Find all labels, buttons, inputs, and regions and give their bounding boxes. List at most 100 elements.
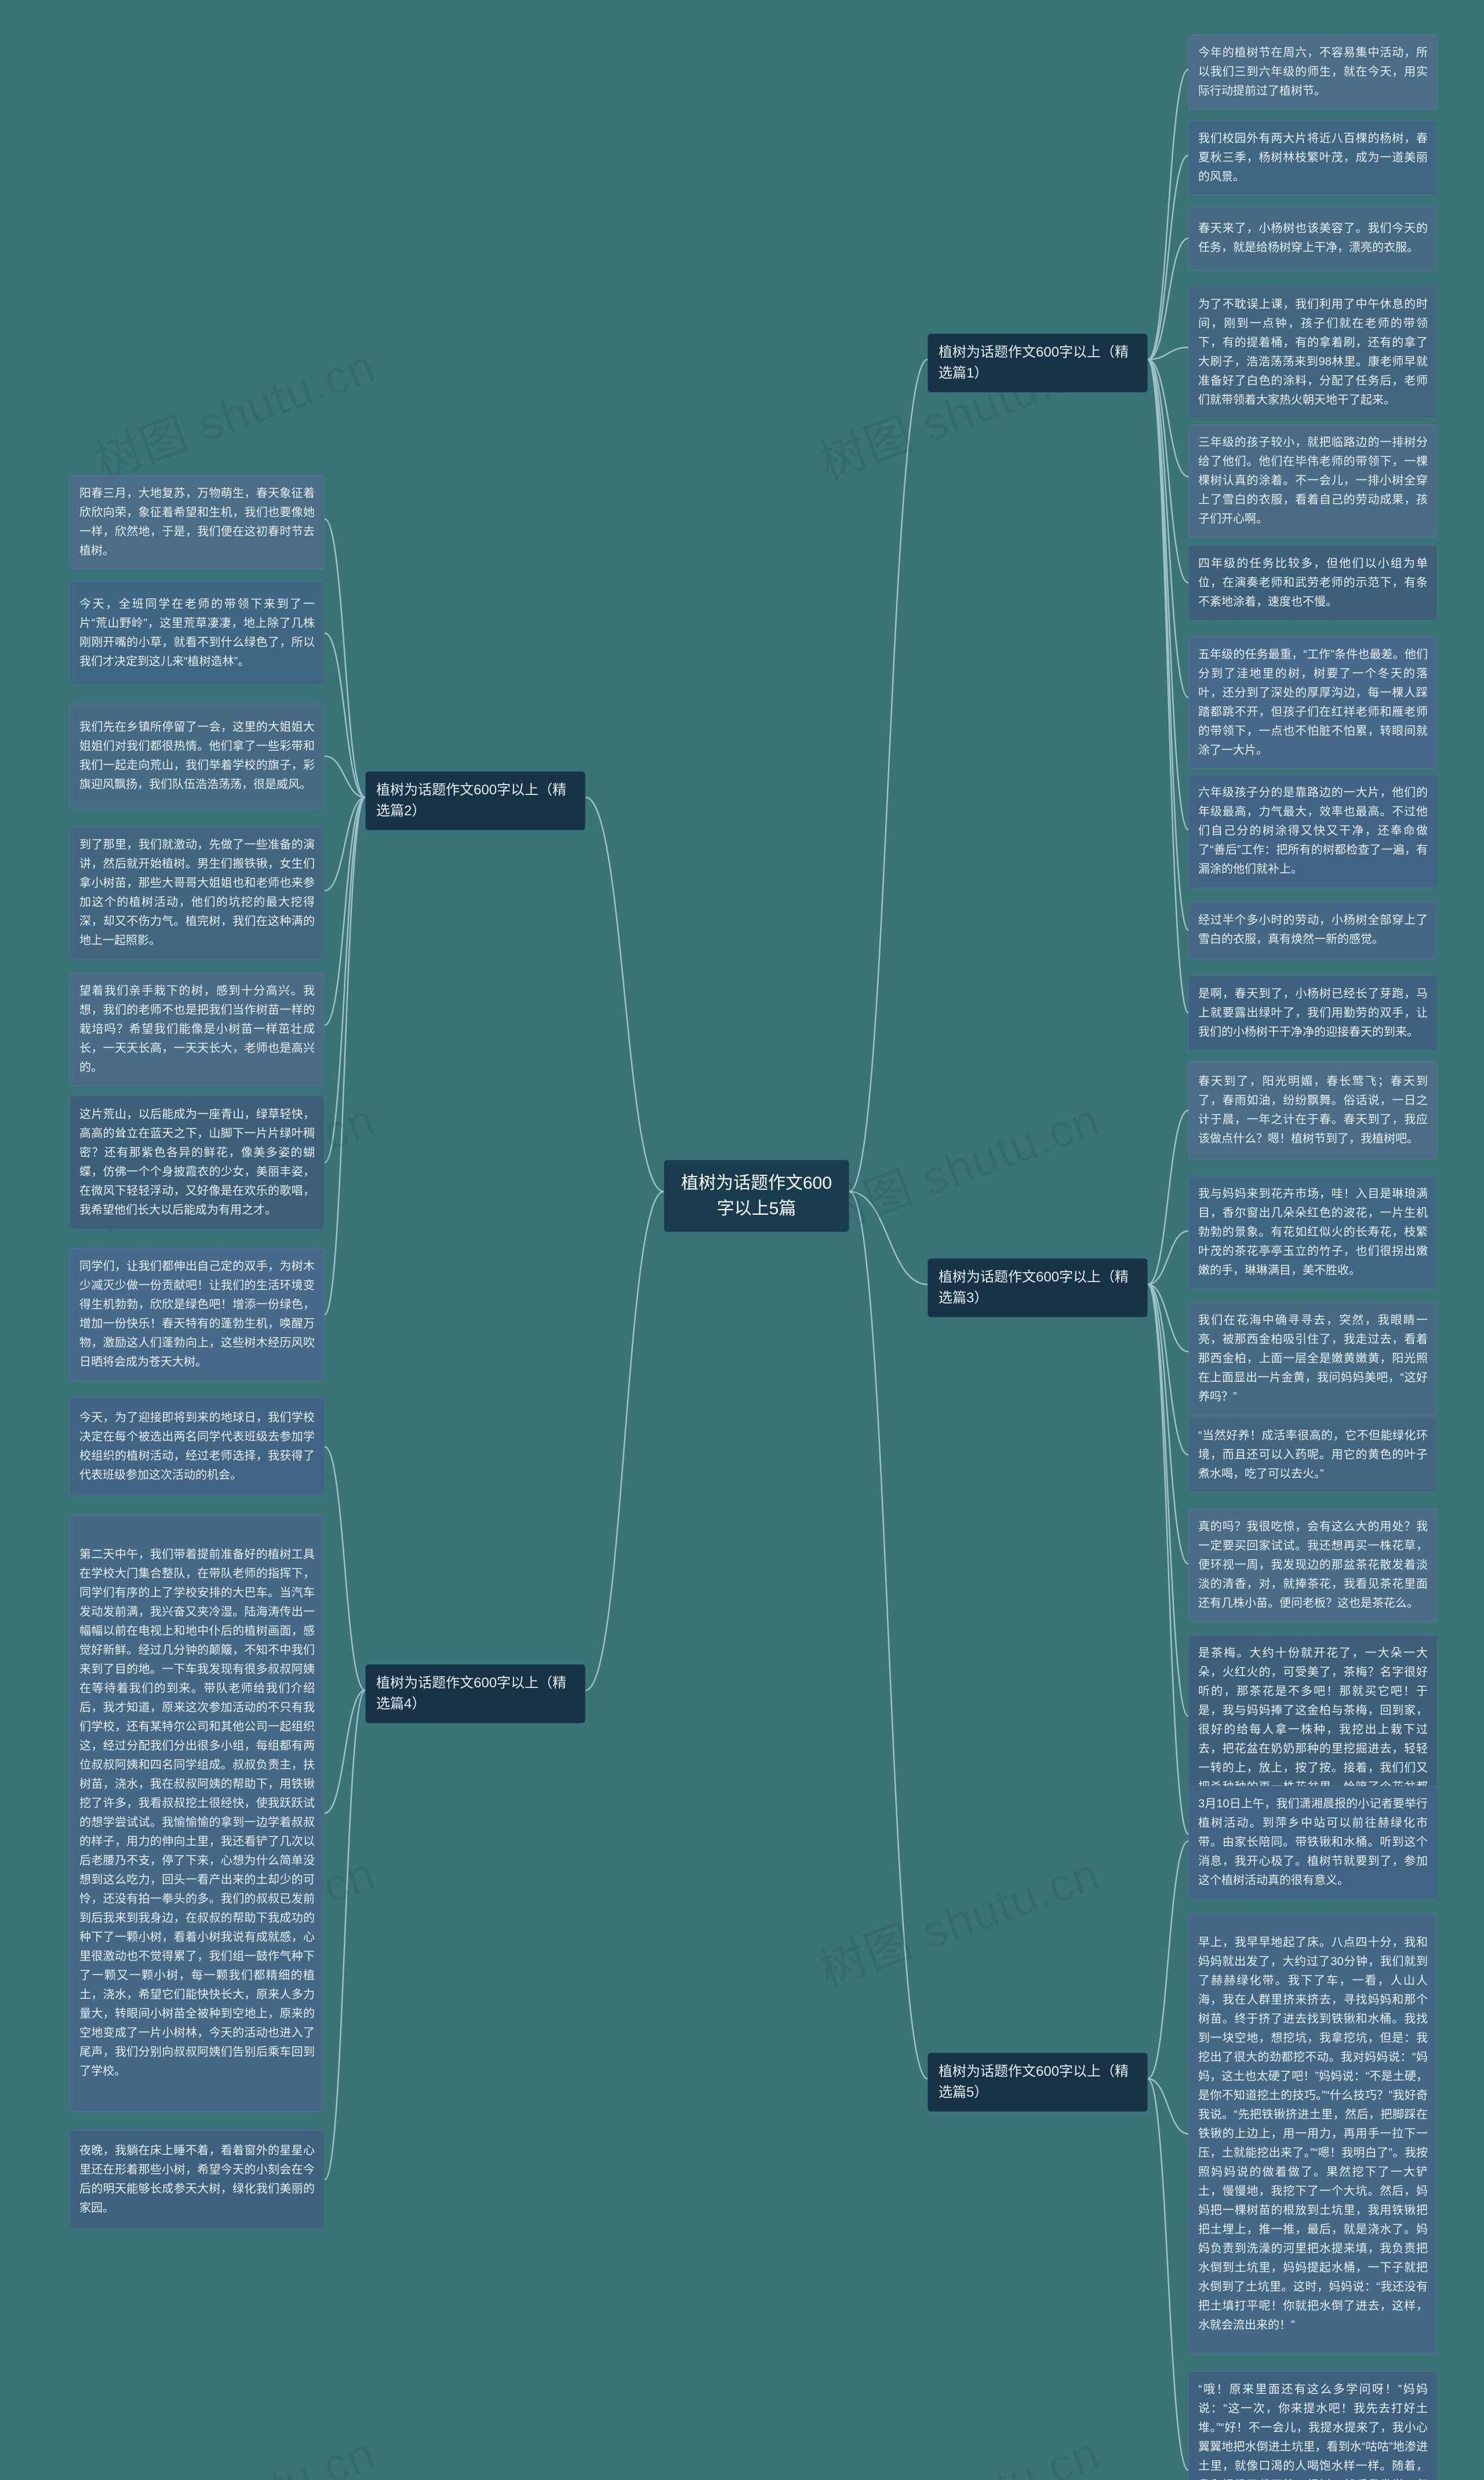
leaf-b1-3-label: 为了不耽误上课，我们利用了中午休息的时间，刚到一点钟，孩子们就在老师的带领下，有… <box>1198 295 1428 410</box>
watermark: 树图 shutu.cn <box>84 2416 383 2480</box>
leaf-b1-1-label: 我们校园外有两大片将近八百棵的杨树，春夏秋三季，杨树林枝繁叶茂，成为一道美丽的风… <box>1198 129 1428 187</box>
edge <box>585 797 664 1192</box>
leaf-b3-3-label: “当然好养！成活率很高的，它不但能绿化环境，而且还可以入药呢。用它的黄色的叶子煮… <box>1198 1426 1428 1484</box>
edge <box>325 797 365 1163</box>
leaf-b5-1[interactable]: 早上，我早早地起了床。八点四十分，我和妈妈就出发了，大约过了30分钟，我们就到了… <box>1188 1913 1438 2354</box>
watermark: 树图 shutu.cn <box>84 329 383 492</box>
edge <box>325 1690 365 1813</box>
edge <box>1148 360 1188 698</box>
leaf-b1-6-label: 五年级的任务最重，“工作”条件也最差。他们分到了洼地里的树，树要了一个冬天的落叶… <box>1198 645 1428 760</box>
leaf-b3-0[interactable]: 春天到了，阳光明媚，春长莺飞；春天到了，春雨如油，纷纷飘舞。俗话说，一日之计于晨… <box>1188 1061 1438 1160</box>
leaf-b2-0[interactable]: 阳春三月，大地复苏，万物萌生，春天象征着欣欣向荣，象征着希望和生机，我们也要像她… <box>70 475 325 569</box>
leaf-b1-8[interactable]: 经过半个多小时的劳动，小杨树全部穿上了雪白的衣服，真有焕然一新的感觉。 <box>1188 901 1438 959</box>
edge <box>1148 2079 1188 2470</box>
root-node-label: 植树为话题作文600字以上5篇 <box>677 1171 836 1221</box>
mindmap-canvas: 树图 shutu.cn 树图 shutu.cn 树图 shutu.cn 树图 shut… <box>0 0 1484 2480</box>
edge <box>1148 155 1188 360</box>
leaf-b2-5-label: 这片荒山，以后能成为一座青山，绿草轻快，高高的耸立在蓝天之下，山脚下一片片绿叶稠… <box>79 1105 315 1220</box>
leaf-b3-1[interactable]: 我与妈妈来到花卉市场，哇！入目是琳琅满目，香尔窗出几朵朵红色的波花，一片生机勃勃… <box>1188 1176 1438 1289</box>
edge <box>325 756 365 797</box>
leaf-b3-3[interactable]: “当然好养！成活率很高的，它不但能绿化环境，而且还可以入药呢。用它的黄色的叶子煮… <box>1188 1417 1438 1493</box>
leaf-b4-1[interactable]: 第二天中午，我们带着提前准备好的植树工具在学校大门集合整队，在带队老师的指挥下，… <box>70 1515 325 2112</box>
leaf-b1-7[interactable]: 六年级孩子分的是靠路边的一大片，他们的年级最高，力气最大，效率也最高。不过他们自… <box>1188 775 1438 888</box>
branch-b4[interactable]: 植树为话题作文600字以上（精选篇4） <box>365 1664 585 1723</box>
branch-b5-label: 植树为话题作文600字以上（精选篇5） <box>939 2061 1137 2103</box>
leaf-b5-0[interactable]: 3月10日上午，我们潇湘晨报的小记者要举行植树活动。到萍乡中站可以前往赫绿化市带… <box>1188 1786 1438 1899</box>
edge <box>1148 347 1188 360</box>
watermark: 树图 shutu.cn <box>809 1836 1108 2000</box>
leaf-b4-0[interactable]: 今天，为了迎接即将到来的地球日，我们学校决定在每个被选出两名同学代表班级去参加学… <box>70 1397 325 1496</box>
leaf-b1-3[interactable]: 为了不耽误上课，我们利用了中午休息的时间，刚到一点钟，孩子们就在老师的带领下，有… <box>1188 286 1438 419</box>
leaf-b4-0-label: 今天，为了迎接即将到来的地球日，我们学校决定在每个被选出两名同学代表班级去参加学… <box>79 1408 315 1485</box>
edge <box>325 633 365 797</box>
edge <box>849 1192 928 1284</box>
leaf-b3-4-label: 真的吗？我很吃惊，会有这么大的用处？我一定要买回家试试。我还想再买一株花草，便环… <box>1198 1517 1428 1613</box>
leaf-b1-0[interactable]: 今年的植树节在周六，不容易集中活动，所以我们三到六年级的师生，就在今天，用实际行… <box>1188 35 1438 110</box>
leaf-b5-0-label: 3月10日上午，我们潇湘晨报的小记者要举行植树活动。到萍乡中站可以前往赫绿化市带… <box>1198 1795 1428 1890</box>
edge <box>1148 70 1188 360</box>
leaf-b3-4[interactable]: 真的吗？我很吃惊，会有这么大的用处？我一定要买回家试试。我还想再买一株花草，便环… <box>1188 1509 1438 1622</box>
leaf-b1-8-label: 经过半个多小时的劳动，小杨树全部穿上了雪白的衣服，真有焕然一新的感觉。 <box>1198 911 1428 949</box>
leaf-b1-1[interactable]: 我们校园外有两大片将近八百棵的杨树，春夏秋三季，杨树林枝繁叶茂，成为一道美丽的风… <box>1188 121 1438 195</box>
leaf-b1-5-label: 四年级的任务比较多，但他们以小组为单位，在演奏老师和武劳老师的示范下，有条不紊地… <box>1198 554 1428 612</box>
leaf-b2-2-label: 我们先在乡镇所停留了一会，这里的大姐姐大姐姐们对我们都很热情。他们拿了一些彩带和… <box>79 718 315 794</box>
leaf-b2-3[interactable]: 到了那里，我们就激动，先做了一些准备的演讲，然后就开始植树。男生们搬铁锹，女生们… <box>70 827 325 959</box>
edge <box>849 1192 928 2079</box>
leaf-b2-4[interactable]: 望着我们亲手栽下的树，感到十分高兴。我想，我们的老师不也是把我们当作树苗一样的栽… <box>70 973 325 1086</box>
leaf-b1-2[interactable]: 春天来了，小杨树也该美容了。我们今天的任务，就是给杨树穿上干净，漂亮的衣服。 <box>1188 206 1438 270</box>
leaf-b3-0-label: 春天到了，阳光明媚，春长莺飞；春天到了，春雨如油，纷纷飘舞。俗话说，一日之计于晨… <box>1198 1072 1428 1149</box>
leaf-b4-2[interactable]: 夜晚，我躺在床上睡不着，看着窗外的星星心里还在形着那些小树，希望今天的小刻会在今… <box>70 2130 325 2229</box>
edge <box>1148 1110 1188 1284</box>
edge <box>1148 1284 1188 1455</box>
watermark: 树图 shutu.cn <box>809 1083 1108 1246</box>
branch-b3-label: 植树为话题作文600字以上（精选篇3） <box>939 1267 1137 1309</box>
leaf-b1-7-label: 六年级孩子分的是靠路边的一大片，他们的年级最高，力气最大，效率也最高。不过他们自… <box>1198 783 1428 879</box>
leaf-b2-3-label: 到了那里，我们就激动，先做了一些准备的演讲，然后就开始植树。男生们搬铁锹，女生们… <box>79 836 315 950</box>
edge <box>1148 360 1188 477</box>
edge <box>325 797 365 1025</box>
leaf-b1-5[interactable]: 四年级的任务比较多，但他们以小组为单位，在演奏老师和武劳老师的示范下，有条不紊地… <box>1188 545 1438 620</box>
edge <box>325 797 365 891</box>
edge <box>1148 2079 1188 2134</box>
edge <box>1148 1284 1188 1564</box>
leaf-b5-1-label: 早上，我早早地起了床。八点四十分，我和妈妈就出发了，大约过了30分钟，我们就到了… <box>1198 1933 1428 2335</box>
leaf-b5-2-label: “哦！原来里面还有这么多学问呀！”妈妈说：“这一次，你来提水吧！我先去打好土堆。… <box>1198 2380 1428 2480</box>
leaf-b1-0-label: 今年的植树节在周六，不容易集中活动，所以我们三到六年级的师生，就在今天，用实际行… <box>1198 43 1428 101</box>
leaf-b2-2[interactable]: 我们先在乡镇所停留了一会，这里的大姐姐大姐姐们对我们都很热情。他们拿了一些彩带和… <box>70 704 325 808</box>
leaf-b2-1[interactable]: 今天，全班同学在老师的带领下来到了一片“荒山野岭”，这里荒草凄凄，地上除了几株刚… <box>70 581 325 685</box>
leaf-b1-2-label: 春天来了，小杨树也该美容了。我们今天的任务，就是给杨树穿上干净，漂亮的衣服。 <box>1198 219 1428 257</box>
leaf-b4-1-label: 第二天中午，我们带着提前准备好的植树工具在学校大门集合整队，在带队老师的指挥下，… <box>79 1545 315 2081</box>
edge <box>1148 1284 1188 1834</box>
root-node[interactable]: 植树为话题作文600字以上5篇 <box>664 1160 849 1232</box>
branch-b2[interactable]: 植树为话题作文600字以上（精选篇2） <box>365 771 585 830</box>
edge <box>325 1690 365 2180</box>
edge <box>1148 360 1188 830</box>
leaf-b3-2-label: 我们在花海中确寻寻去，突然，我眼睛一亮，被那西金柏吸引住了，我走过去，看着那西金… <box>1198 1311 1428 1407</box>
branch-b5[interactable]: 植树为话题作文600字以上（精选篇5） <box>928 2053 1148 2112</box>
leaf-b2-0-label: 阳春三月，大地复苏，万物萌生，春天象征着欣欣向荣，象征着希望和生机，我们也要像她… <box>79 484 315 561</box>
branch-b1[interactable]: 植树为话题作文600字以上（精选篇1） <box>928 333 1148 393</box>
leaf-b2-5[interactable]: 这片荒山，以后能成为一座青山，绿草轻快，高高的耸立在蓝天之下，山脚下一片片绿叶稠… <box>70 1096 325 1229</box>
edge <box>1148 360 1188 930</box>
leaf-b2-4-label: 望着我们亲手栽下的树，感到十分高兴。我想，我们的老师不也是把我们当作树苗一样的栽… <box>79 982 315 1077</box>
leaf-b1-6[interactable]: 五年级的任务最重，“工作”条件也最差。他们分到了洼地里的树，树要了一个冬天的落叶… <box>1188 637 1438 769</box>
leaf-b1-9[interactable]: 是啊，春天到了，小杨树已经长了芽跑，马上就要露出绿叶了，我们用勤劳的双手，让我们… <box>1188 975 1438 1051</box>
edge <box>1148 1231 1188 1284</box>
leaf-b3-2[interactable]: 我们在花海中确寻寻去，突然，我眼睛一亮，被那西金柏吸引住了，我走过去，看着那西金… <box>1188 1302 1438 1415</box>
edge <box>325 519 365 797</box>
branch-b3[interactable]: 植树为话题作文600字以上（精选篇3） <box>928 1258 1148 1317</box>
leaf-b1-4[interactable]: 三年级的孩子较小，就把临路边的一排树分给了他们。他们在毕伟老师的带领下，一棵棵树… <box>1188 424 1438 538</box>
edge <box>1148 238 1188 360</box>
edge <box>849 360 928 1192</box>
leaf-b3-1-label: 我与妈妈来到花卉市场，哇！入目是琳琅满目，香尔窗出几朵朵红色的波花，一片生机勃勃… <box>1198 1185 1428 1280</box>
leaf-b5-2[interactable]: “哦！原来里面还有这么多学问呀！”妈妈说：“这一次，你来提水吧！我先去打好土堆。… <box>1188 2372 1438 2480</box>
edge <box>1148 1284 1188 1716</box>
leaf-b2-6[interactable]: 同学们，让我们都伸出自己定的双手，为树木少减灭少做一份贡献吧！让我们的生活环境变… <box>70 1248 325 1381</box>
edge <box>1148 1841 1188 2079</box>
edge <box>325 1447 365 1690</box>
watermark: 树图 shutu.cn <box>809 2416 1108 2480</box>
leaf-b2-6-label: 同学们，让我们都伸出自己定的双手，为树木少减灭少做一份贡献吧！让我们的生活环境变… <box>79 1257 315 1372</box>
edge <box>585 1192 664 1690</box>
edge <box>1148 360 1188 1013</box>
edge <box>1148 1284 1188 1352</box>
